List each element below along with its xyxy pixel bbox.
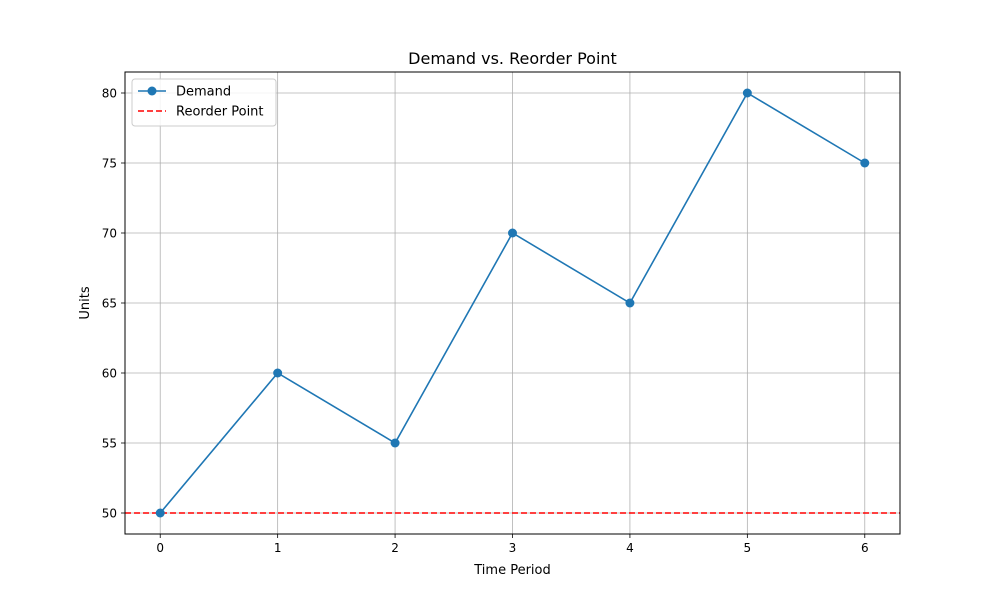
- y-tick-label: 60: [102, 367, 117, 381]
- x-ticks: 0 1 2 3 4 5 6: [156, 534, 869, 555]
- x-tick-label: 1: [274, 541, 282, 555]
- legend-box: [131, 78, 277, 127]
- y-tick-label: 50: [102, 507, 117, 521]
- demand-point: [155, 508, 165, 518]
- y-tick-label: 55: [102, 437, 117, 451]
- x-tick-label: 5: [744, 541, 752, 555]
- x-tick-label: 3: [509, 541, 517, 555]
- x-axis-label: Time Period: [473, 563, 550, 578]
- y-tick-label: 65: [102, 297, 117, 311]
- y-ticks: 50 55 60 65 70 75 80: [102, 87, 125, 521]
- chart-title: Demand vs. Reorder Point: [408, 49, 617, 68]
- legend-reorder-point-label: Reorder Point: [176, 105, 264, 120]
- demand-point: [390, 438, 400, 448]
- demand-point: [860, 158, 870, 168]
- legend-demand-marker: [147, 86, 157, 96]
- legend: Demand Reorder Point: [131, 78, 277, 127]
- y-tick-label: 70: [102, 227, 117, 241]
- x-tick-label: 4: [626, 541, 634, 555]
- x-tick-label: 2: [391, 541, 399, 555]
- y-tick-label: 75: [102, 157, 117, 171]
- legend-demand-label: Demand: [176, 85, 231, 100]
- demand-point: [625, 298, 635, 308]
- y-axis-label: Units: [78, 286, 93, 319]
- plot-frame: [124, 71, 901, 535]
- demand-point: [273, 368, 283, 378]
- series-layer: [125, 88, 900, 518]
- x-tick-label: 6: [861, 541, 869, 555]
- x-tick-label: 0: [156, 541, 164, 555]
- y-tick-label: 80: [102, 87, 117, 101]
- demand-point: [508, 228, 517, 238]
- demand-point: [742, 88, 752, 98]
